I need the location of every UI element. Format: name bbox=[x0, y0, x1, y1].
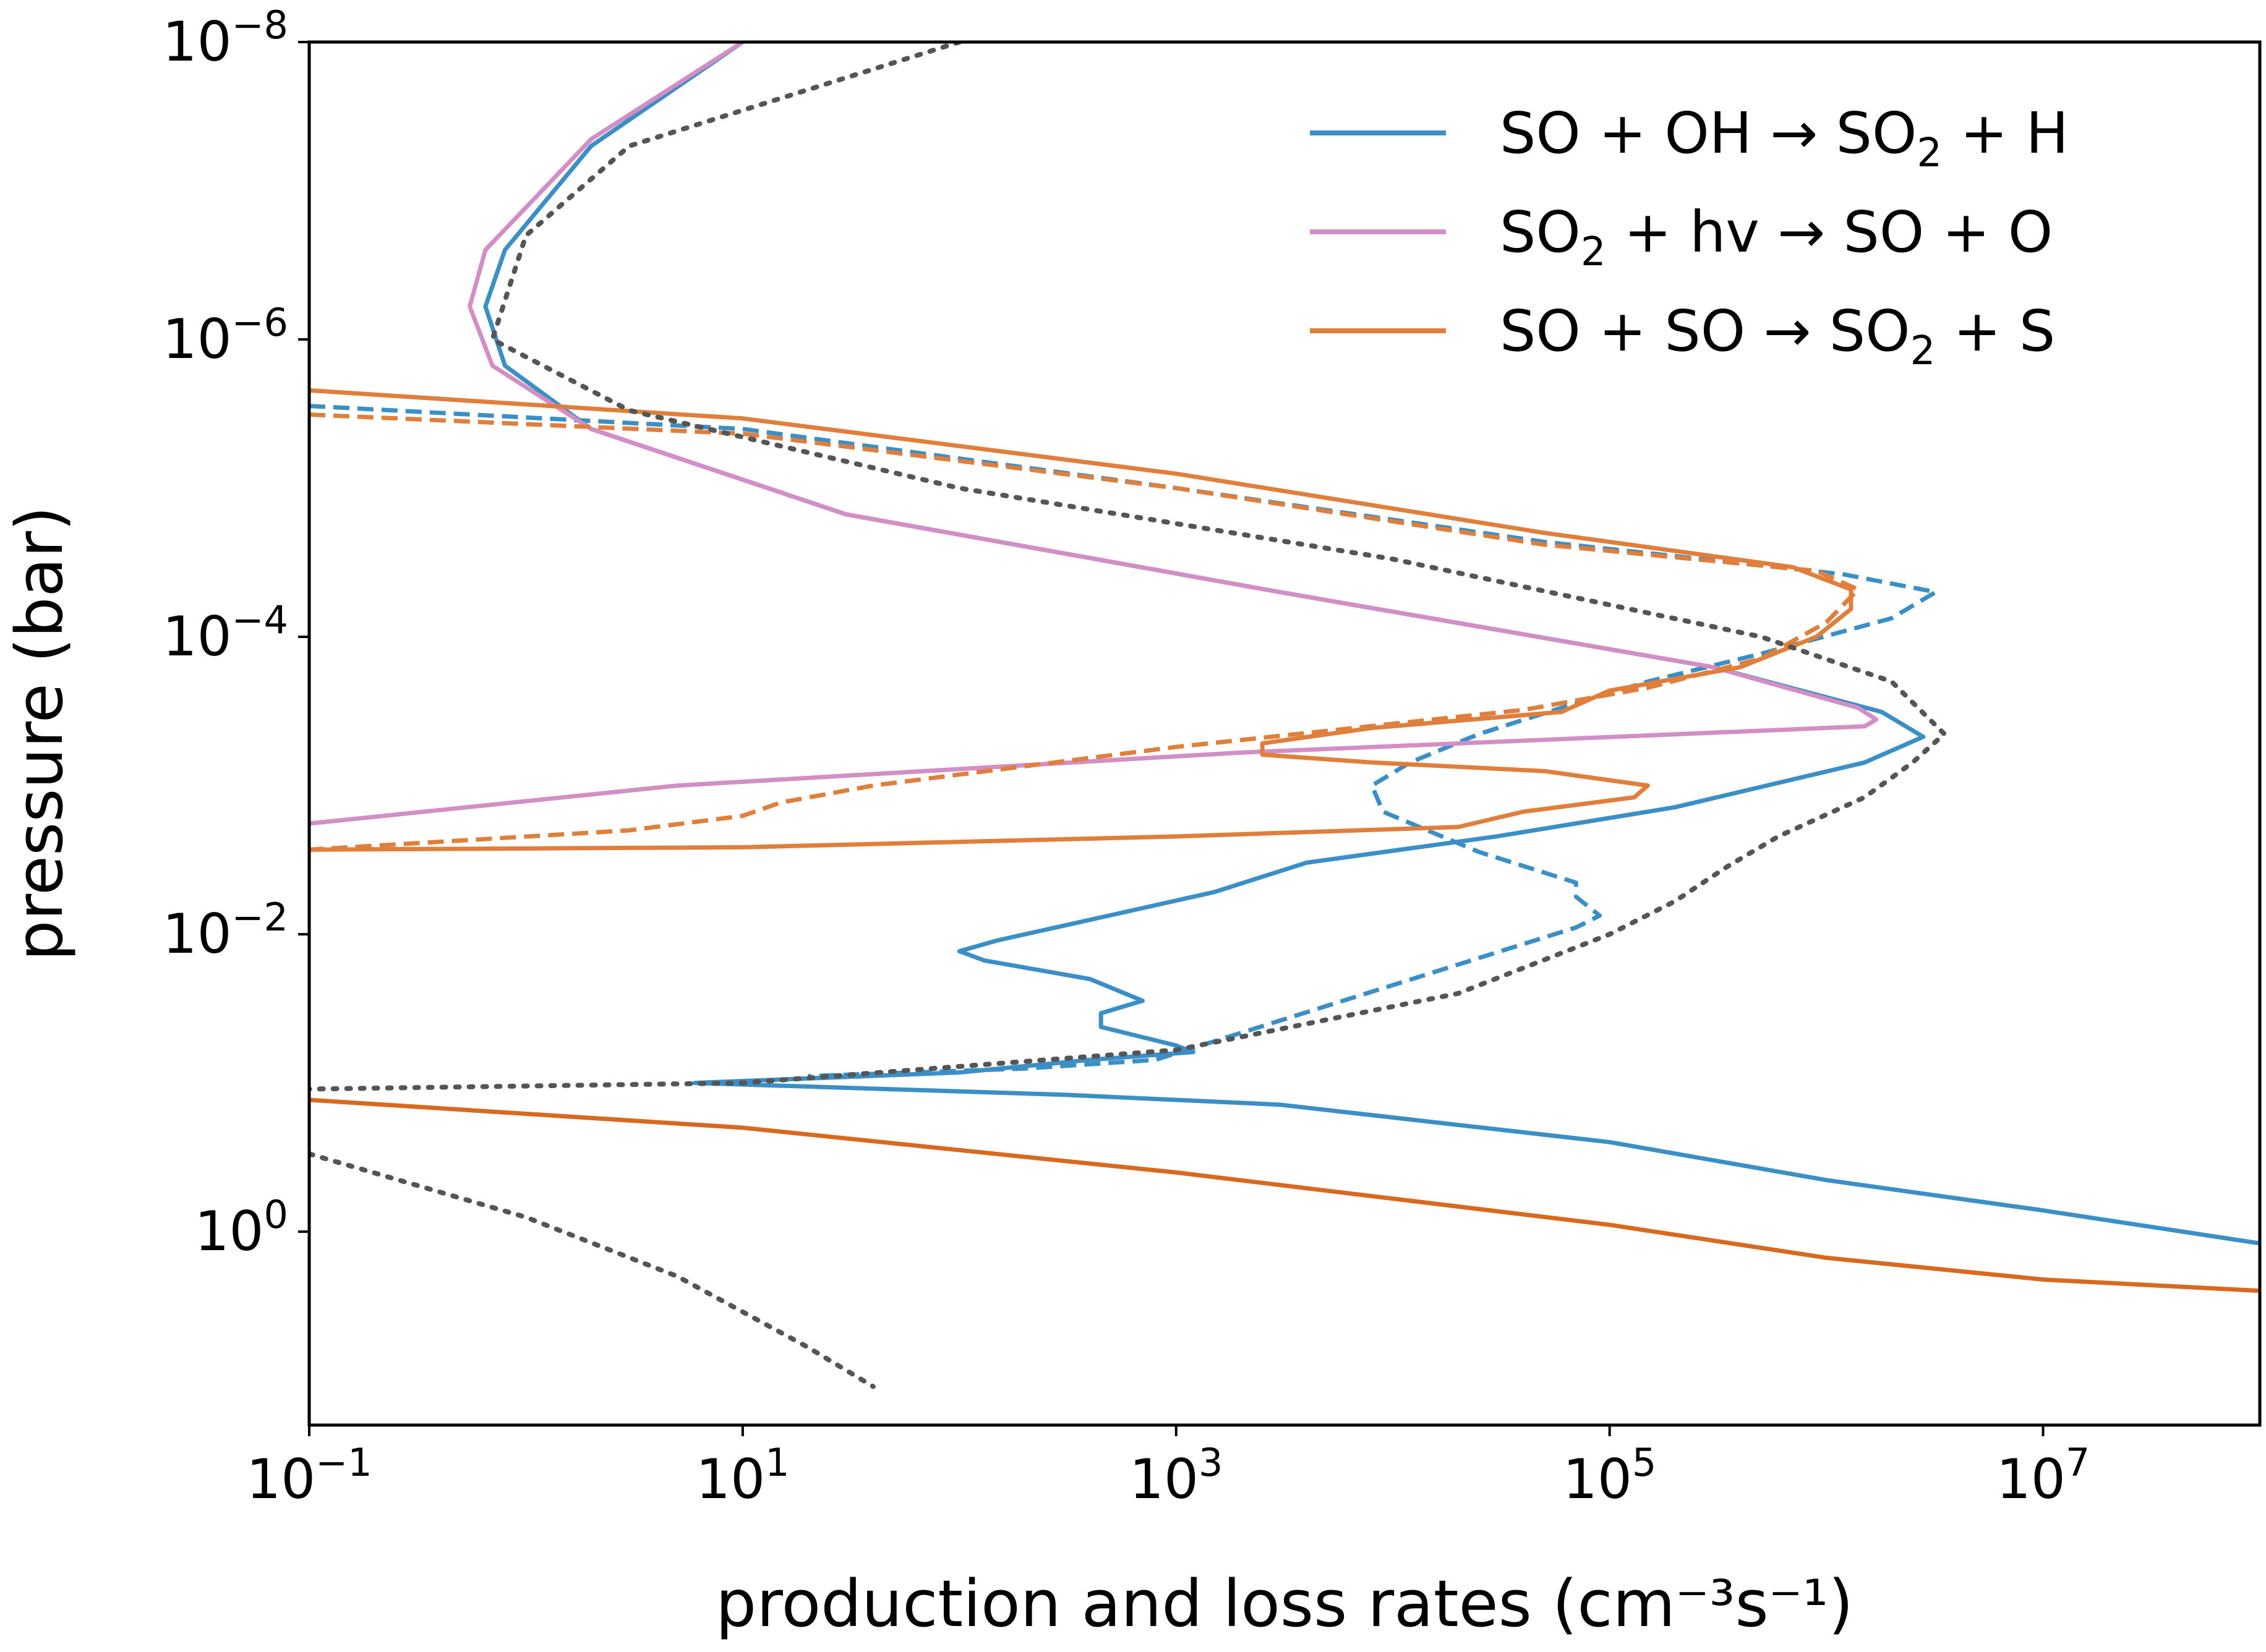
legend-label: SO + SO → SO2 + S bbox=[1500, 298, 2055, 374]
y-tick-label: 10−8 bbox=[163, 2, 288, 74]
series-line-lower_dotted bbox=[309, 1151, 876, 1389]
x-tick-label: 103 bbox=[1129, 1440, 1223, 1511]
y-tick-label: 100 bbox=[195, 1192, 288, 1263]
y-tick-label: 10−6 bbox=[163, 300, 288, 371]
ticks-layer: 10−1 101 103 105 107 10−8 10−6 10−4 10−2 100 bbox=[163, 2, 2090, 1511]
x-tick-label: 101 bbox=[696, 1440, 789, 1511]
series-line-lower_orange bbox=[309, 1097, 2260, 1293]
x-tick-label: 105 bbox=[1563, 1440, 1656, 1511]
legend-label: SO2 + hv → SO + O bbox=[1500, 199, 2053, 275]
y-tick-label: 10−2 bbox=[163, 895, 288, 966]
x-tick-label: 10−1 bbox=[246, 1440, 372, 1511]
series-line-so_oh_dashed bbox=[309, 404, 1938, 1079]
x-axis-label: production and loss rates (cm⁻³s⁻¹) bbox=[716, 1566, 1853, 1641]
legend-label: SO + OH → SO2 + H bbox=[1500, 100, 2069, 176]
series-line-so_so_dashed bbox=[309, 412, 1860, 852]
series-line-total_dotted bbox=[309, 42, 1947, 1092]
y-axis-label: pressure (bar) bbox=[2, 506, 77, 961]
x-tick-label: 107 bbox=[1996, 1440, 2090, 1511]
series-layer bbox=[309, 42, 2260, 1389]
series-line-so_so bbox=[309, 388, 1853, 852]
series-line-so2_hv bbox=[309, 42, 1879, 826]
y-tick-label: 10−4 bbox=[163, 597, 288, 668]
plot-frame bbox=[307, 40, 2262, 1427]
legend: SO + OH → SO2 + H SO2 + hv → SO + O SO + S… bbox=[1310, 100, 2069, 374]
